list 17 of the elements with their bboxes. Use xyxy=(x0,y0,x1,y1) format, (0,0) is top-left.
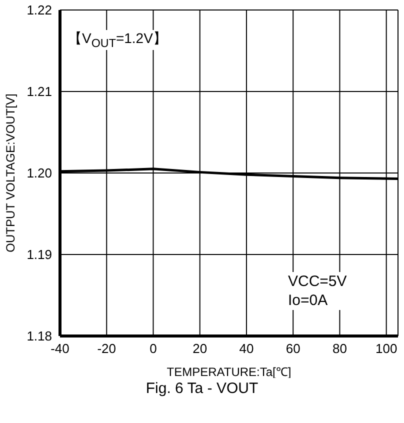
x-tick-label: 60 xyxy=(286,341,300,356)
x-tick-label: 100 xyxy=(375,341,398,356)
text: Fig. 6 Ta - VOUT xyxy=(144,380,260,397)
y-tick-label: 1.18 xyxy=(26,328,52,344)
annotation: 【V$_{OUT}$=1.2V】 xyxy=(66,30,169,50)
annotation: VCC=5V Io=0A xyxy=(288,272,347,310)
x-tick-label: 0 xyxy=(150,341,157,356)
y-tick-label: 1.22 xyxy=(26,2,52,18)
x-tick-label: 80 xyxy=(332,341,347,356)
x-tick-label: 20 xyxy=(192,341,208,356)
x-tick-label: -20 xyxy=(97,341,116,356)
y-axis-title: OUTPUT VOLTAGE:VOUT[V] xyxy=(3,94,18,252)
y-tick-label: 1.21 xyxy=(26,84,52,100)
x-tick-label: -40 xyxy=(50,341,70,356)
y-tick-label: 1.20 xyxy=(26,166,52,181)
y-tick-label: 1.19 xyxy=(26,247,52,262)
x-tick-label: 40 xyxy=(239,341,254,356)
